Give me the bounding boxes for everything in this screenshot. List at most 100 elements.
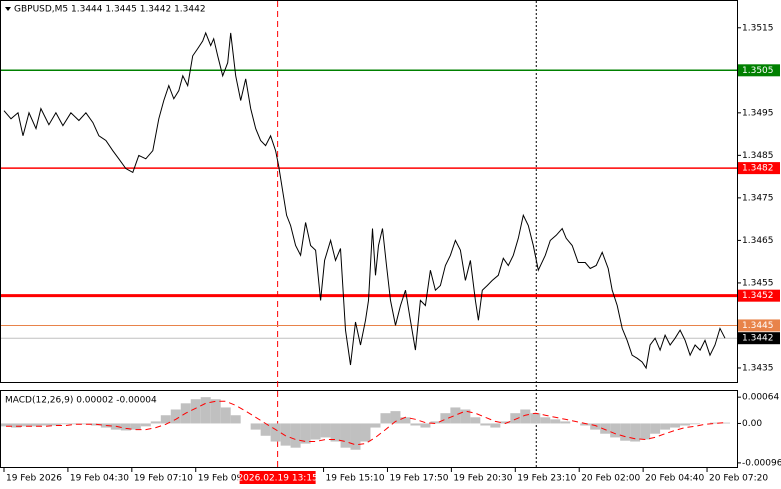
level-label-bg xyxy=(738,64,780,77)
macd-bar xyxy=(610,423,621,438)
macd-bar xyxy=(310,423,321,440)
macd-bar xyxy=(510,413,521,424)
x-tick-label: 19 Feb 09 xyxy=(198,474,243,484)
macd-bar xyxy=(580,423,591,426)
price-line xyxy=(3,31,726,370)
price-panel-frame xyxy=(0,0,738,383)
x-tick-label: 19 Feb 17:50 xyxy=(389,474,448,484)
macd-bar xyxy=(10,423,21,428)
macd-bar xyxy=(540,417,551,424)
y-tick-label: 1.3435 xyxy=(742,363,774,373)
x-tick-label: 19 Feb 04:30 xyxy=(70,474,129,484)
level-label: 1.3505 xyxy=(742,66,774,76)
macd-bar xyxy=(330,423,341,442)
macd-bar xyxy=(90,423,101,426)
macd-bar xyxy=(680,423,691,426)
macd-bar xyxy=(370,423,381,428)
macd-bar xyxy=(660,423,671,430)
macd-bar xyxy=(380,413,391,424)
y-tick-label: 1.3475 xyxy=(742,193,774,203)
macd-bar xyxy=(320,423,331,438)
macd-bar xyxy=(560,421,571,424)
x-tick-label: 19 Feb 07:10 xyxy=(134,474,193,484)
macd-bar xyxy=(490,423,501,428)
macd-bar xyxy=(160,415,171,424)
macd-bar xyxy=(130,423,141,430)
macd-title: MACD(12,26,9) 0.00002 -0.00004 xyxy=(5,396,157,406)
level-label-bg xyxy=(738,319,780,332)
macd-bar xyxy=(140,423,151,427)
x-tick-label: 19 Feb 23:10 xyxy=(517,474,576,484)
macd-bar xyxy=(630,423,641,442)
macd-bar xyxy=(80,423,91,425)
macd-bar xyxy=(590,423,601,430)
macd-bar xyxy=(390,411,401,424)
y-tick-label: 0.00 xyxy=(742,419,762,429)
last-price-label-bg xyxy=(738,332,780,345)
x-tick-label: 19 Feb 2026 xyxy=(6,474,62,484)
level-label-bg xyxy=(738,289,780,302)
macd-bar xyxy=(460,409,471,424)
macd-bar xyxy=(340,423,351,448)
signal-line xyxy=(6,400,726,446)
macd-bar xyxy=(300,423,311,444)
macd-bar xyxy=(20,423,31,427)
x-tick-label: 20 Feb 04:40 xyxy=(645,474,704,484)
macd-bar xyxy=(400,417,411,424)
macd-bar xyxy=(1,423,11,427)
macd-bar xyxy=(200,397,211,424)
macd-panel-frame xyxy=(0,390,738,468)
macd-bar xyxy=(600,423,611,434)
macd-bar xyxy=(650,423,661,434)
chart-title: GBPUSD,M5 1.3444 1.3445 1.3442 1.3442 xyxy=(14,5,206,15)
macd-bar xyxy=(290,423,301,448)
macd-bar xyxy=(250,423,261,430)
y-tick-label: 1.3495 xyxy=(742,108,774,118)
macd-bar xyxy=(450,407,461,424)
vertical-line-label-bg xyxy=(239,471,316,484)
y-tick-label: 1.3515 xyxy=(742,23,774,33)
macd-bar xyxy=(640,423,651,440)
macd-bar xyxy=(690,423,701,425)
macd-bar xyxy=(50,423,61,426)
vertical-line-label: 2026.02.19 13:15 xyxy=(237,474,317,484)
macd-bar xyxy=(520,409,531,424)
macd-bar xyxy=(120,423,131,431)
macd-bar xyxy=(150,421,161,424)
macd-bar xyxy=(30,423,41,427)
macd-bar xyxy=(720,422,731,424)
macd-bar xyxy=(430,421,441,424)
last-price-label: 1.3442 xyxy=(742,334,774,344)
macd-bar xyxy=(550,419,561,424)
macd-bar xyxy=(350,423,361,450)
y-tick-label: 0.00064 xyxy=(742,393,779,403)
macd-bar xyxy=(280,423,291,446)
macd-bar xyxy=(190,399,201,424)
macd-bar xyxy=(270,423,281,442)
macd-bar xyxy=(360,423,371,442)
macd-bar xyxy=(530,413,541,424)
menu-arrow[interactable] xyxy=(5,7,11,11)
macd-bar xyxy=(230,415,241,424)
x-tick-label: 19 Feb 20:30 xyxy=(453,474,512,484)
macd-bar xyxy=(260,423,271,436)
macd-bar xyxy=(220,407,231,424)
y-tick-label: 1.3465 xyxy=(742,236,774,246)
y-tick-label: 1.3455 xyxy=(742,278,774,288)
macd-bar xyxy=(40,423,51,426)
macd-bar xyxy=(410,423,421,426)
macd-bar xyxy=(440,413,451,424)
x-tick-label: 19 Feb 15:10 xyxy=(326,474,385,484)
level-label: 1.3452 xyxy=(742,291,774,301)
macd-bar xyxy=(470,417,481,424)
macd-bar xyxy=(170,409,181,424)
x-tick-label: 20 Feb 07:20 xyxy=(709,474,768,484)
macd-bar xyxy=(480,423,491,426)
macd-bar xyxy=(420,423,431,428)
level-label: 1.3482 xyxy=(742,164,774,174)
level-label: 1.3445 xyxy=(742,321,774,331)
macd-bar xyxy=(210,399,221,424)
